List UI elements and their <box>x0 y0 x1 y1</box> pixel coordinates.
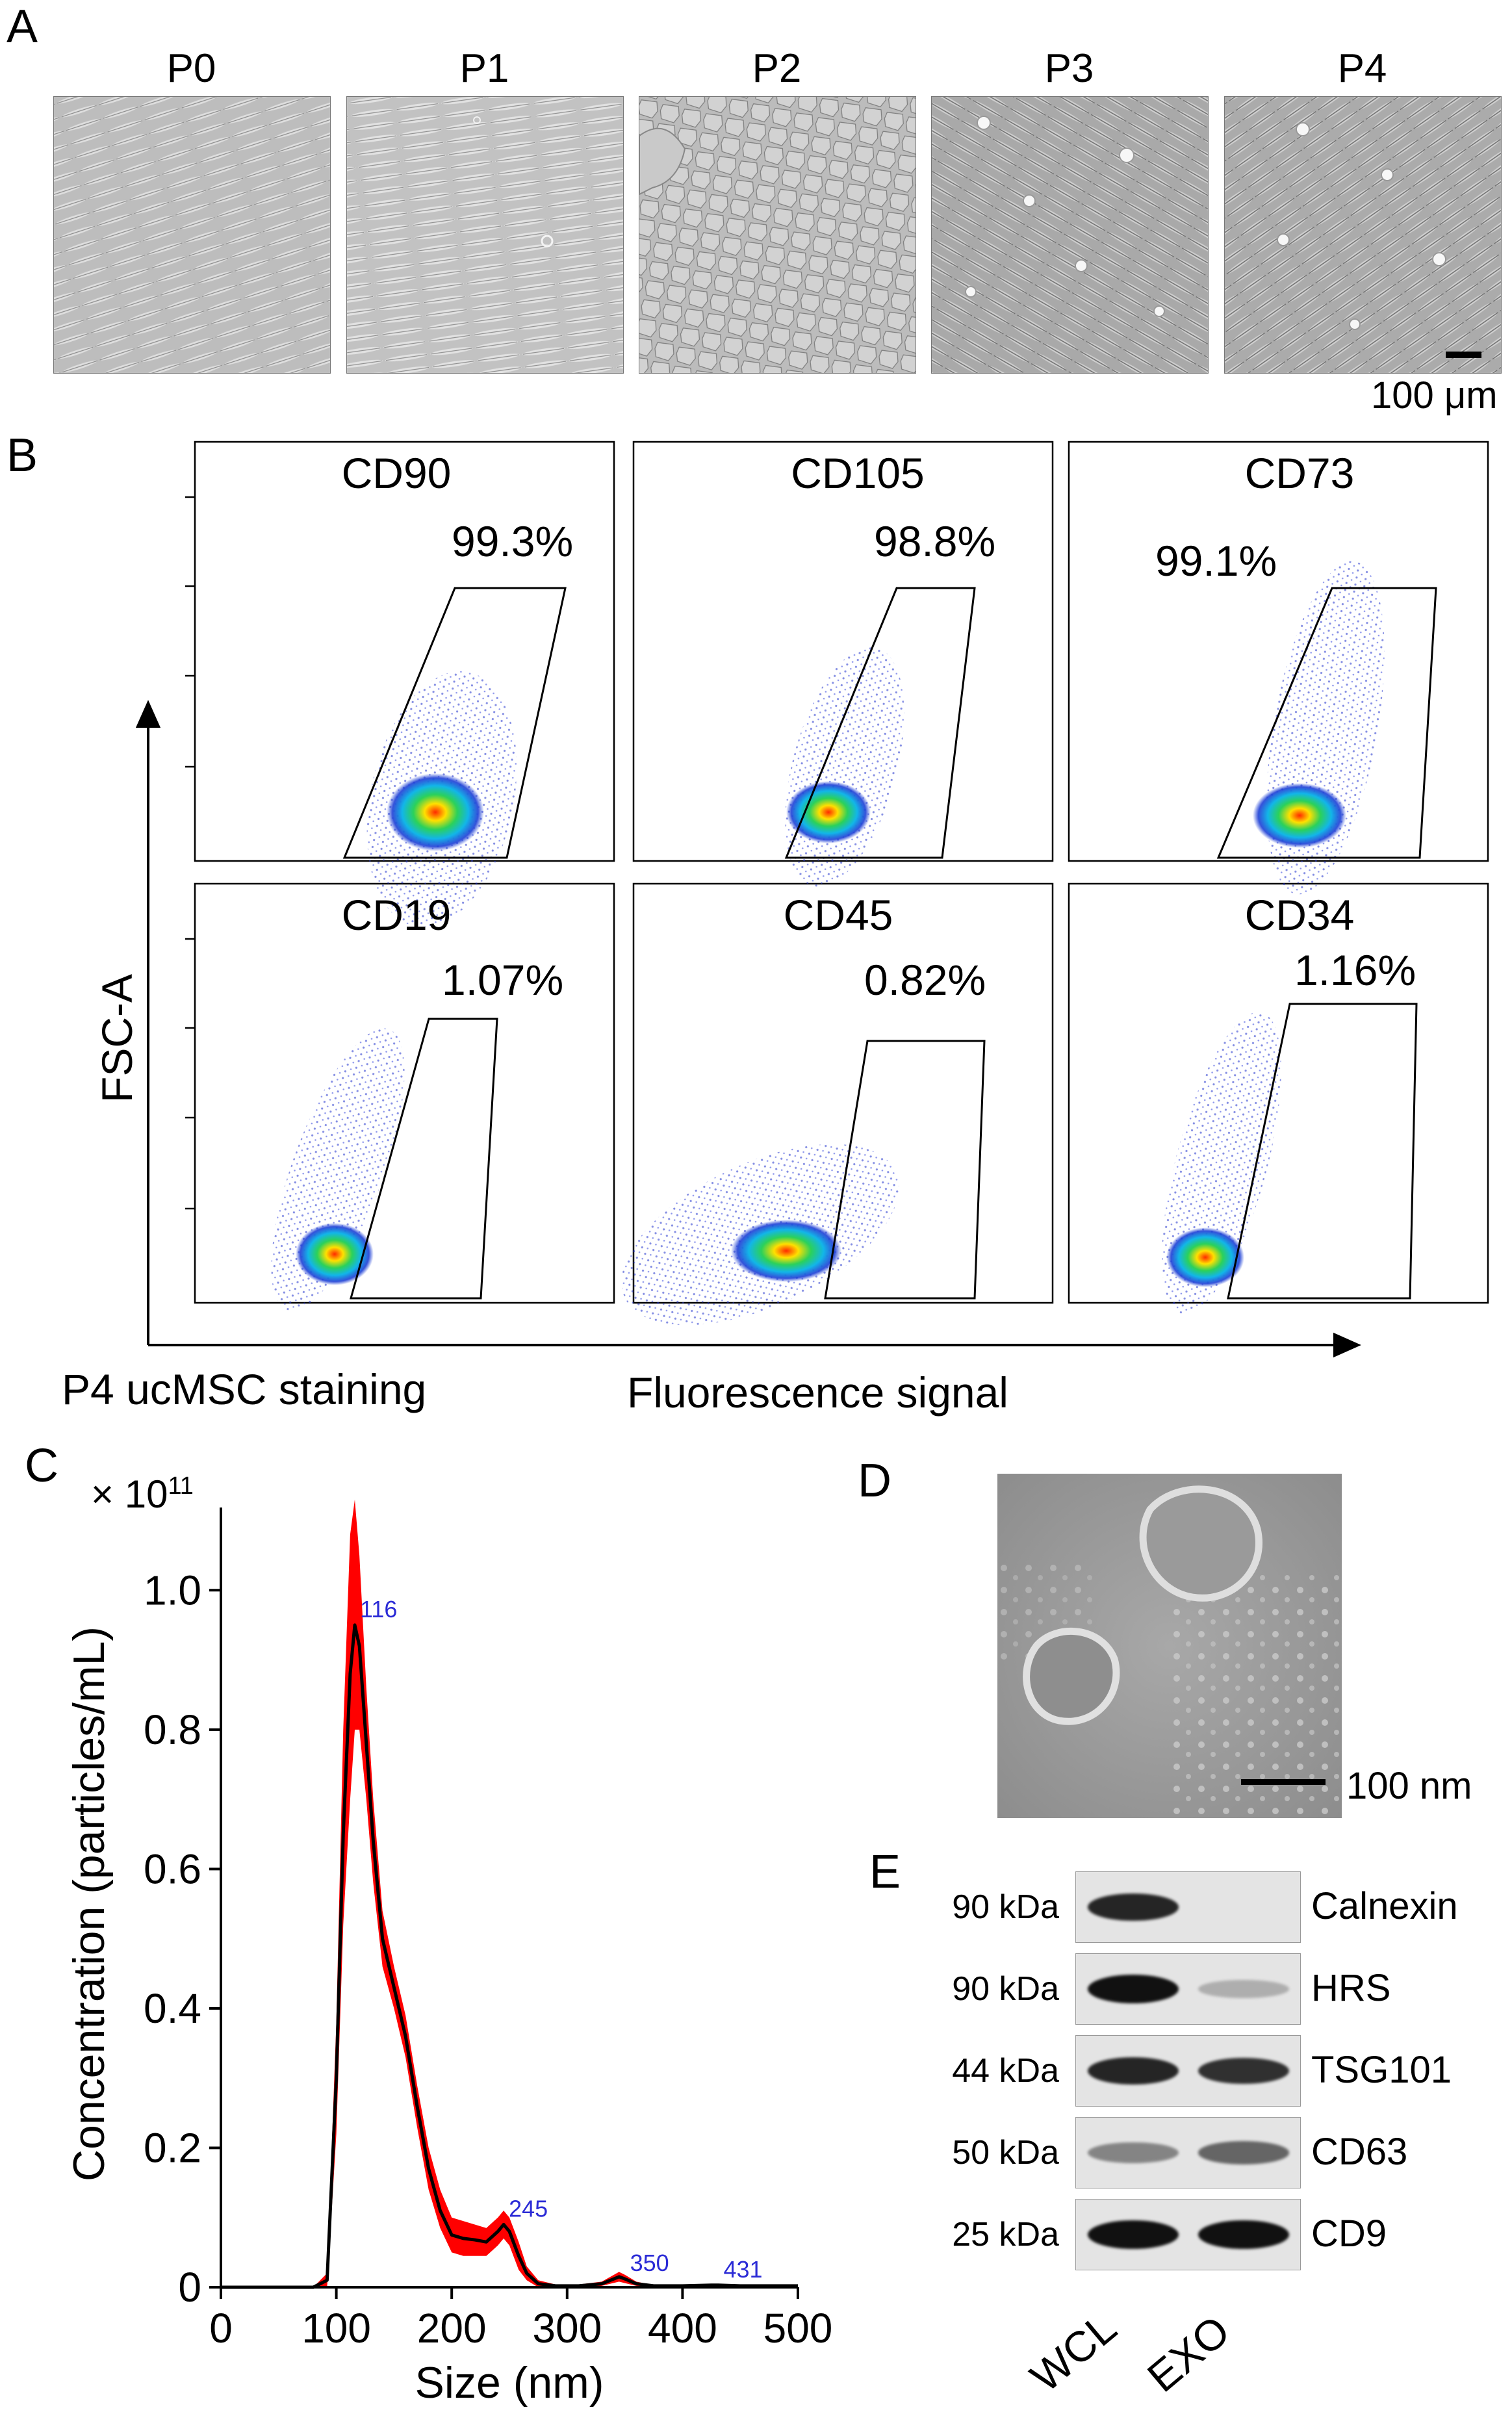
blot-band-box <box>1075 2199 1301 2270</box>
scale-bar-label-a: 100 μm <box>1371 374 1498 417</box>
x-tick-label-0: 0 <box>209 2305 233 2352</box>
mw-label: 44 kDa <box>952 2052 1059 2090</box>
peak-label-1: 245 <box>509 2195 548 2222</box>
flow-percent-cd19: 1.07% <box>442 956 564 1004</box>
protein-label: CD9 <box>1311 2213 1387 2255</box>
protein-label: Calnexin <box>1311 1885 1458 1927</box>
flow-percent-cd73: 99.1% <box>1155 537 1277 585</box>
y-tick-label-5: 1.0 <box>144 1567 201 1613</box>
band-exo <box>1198 2057 1289 2085</box>
density-cloud-cd19 <box>271 1028 405 1311</box>
y-tick-label-1: 0.2 <box>144 2124 201 2171</box>
y-tick-label-2: 0.4 <box>144 1985 201 2032</box>
micrograph-title-p1: P1 <box>459 46 509 91</box>
panel-c-letter: C <box>25 1440 58 1492</box>
micrograph-p0 <box>53 96 331 374</box>
flow-cytometry-grid <box>135 441 1489 1358</box>
density-cloud-cd34 <box>1162 1012 1281 1315</box>
band-wcl <box>1088 2057 1179 2085</box>
micrograph-p2 <box>639 96 916 374</box>
mean-line <box>221 1623 798 2289</box>
mw-label: 90 kDa <box>952 1888 1059 1926</box>
flow-marker-cd73: CD73 <box>1244 449 1355 497</box>
flow-y-axis-label: FSC-A <box>93 974 141 1103</box>
tem-image <box>997 1474 1342 1818</box>
micrograph-title-p2: P2 <box>752 46 802 91</box>
chart-multiplier: × 1011 <box>91 1472 194 1517</box>
flow-percent-cd34: 1.16% <box>1294 946 1416 994</box>
error-band <box>221 1499 798 2287</box>
density-cloud-cd105 <box>785 647 904 887</box>
peak-label-2: 350 <box>630 2250 669 2276</box>
micrograph-p3 <box>931 96 1209 374</box>
lane-label-wcl: WCL <box>1021 2303 1125 2402</box>
blot-band-box <box>1075 2117 1301 2188</box>
protein-label: TSG101 <box>1311 2049 1452 2091</box>
flow-x-axis-label: Fluorescence signal <box>627 1368 1008 1417</box>
peak-label-0: 116 <box>360 1596 397 1623</box>
panel-b-letter: B <box>6 430 38 481</box>
scale-bar-label-d: 100 nm <box>1346 1765 1472 1807</box>
density-cloud-cd73 <box>1253 561 1385 895</box>
band-wcl <box>1088 2220 1179 2249</box>
blot-band-box <box>1075 1953 1301 2025</box>
x-axis-label: Size (nm) <box>415 2358 604 2407</box>
band-wcl <box>1088 1893 1179 1921</box>
x-tick-label-2: 200 <box>417 2305 487 2352</box>
y-tick-label-3: 0.6 <box>144 1845 201 1892</box>
y-tick-label-4: 0.8 <box>144 1706 201 1753</box>
mw-label: 50 kDa <box>952 2134 1059 2172</box>
x-tick-label-3: 300 <box>532 2305 602 2352</box>
protein-label: CD63 <box>1311 2131 1408 2173</box>
micrograph-p4 <box>1224 96 1502 374</box>
micrograph-title-p3: P3 <box>1044 46 1094 91</box>
mw-label: 90 kDa <box>952 1970 1059 2008</box>
blot-band-box <box>1075 2035 1301 2107</box>
protein-label: HRS <box>1311 1967 1391 2009</box>
lane-label-exo: EXO <box>1138 2305 1239 2402</box>
flow-marker-cd105: CD105 <box>791 449 925 497</box>
y-tick-label-0: 0 <box>178 2264 201 2311</box>
gate-polygons <box>342 587 1437 1300</box>
micrograph-title-p4: P4 <box>1337 46 1387 91</box>
band-exo <box>1198 2141 1289 2164</box>
chart-multiplier-base: × 10 <box>91 1472 168 1516</box>
nta-chart: 0 0.2 0.4 0.6 0.8 1.0 0 100 200 300 400 500 Size (nm… <box>64 1499 833 2407</box>
flow-percent-cd90: 99.3% <box>452 517 574 565</box>
flow-percent-cd45: 0.82% <box>864 956 986 1004</box>
flow-marker-cd19: CD19 <box>341 891 452 939</box>
y-axis-label: Concentration (particles/mL) <box>64 1626 114 2181</box>
x-tick-label-4: 400 <box>648 2305 717 2352</box>
peak-label-3: 431 <box>723 2256 762 2283</box>
micrograph-p1 <box>346 96 624 374</box>
scale-bar-line-a <box>1446 352 1481 358</box>
panel-e-letter: E <box>869 1846 901 1898</box>
panel-a-letter: A <box>6 1 38 53</box>
flow-marker-cd45: CD45 <box>783 891 893 939</box>
density-cloud-cd90 <box>366 671 517 927</box>
density-cloud-cd45 <box>621 1144 899 1326</box>
flow-marker-cd34: CD34 <box>1244 891 1355 939</box>
mw-label: 25 kDa <box>952 2216 1059 2253</box>
x-tick-label-1: 100 <box>301 2305 371 2352</box>
micrograph-title-p0: P0 <box>166 46 216 91</box>
blot-band-box <box>1075 1871 1301 1943</box>
x-tick-label-5: 500 <box>763 2305 833 2352</box>
flow-marker-cd90: CD90 <box>341 449 452 497</box>
band-exo <box>1198 2220 1289 2249</box>
flow-percent-cd105: 98.8% <box>874 517 996 565</box>
panel-d-letter: D <box>858 1455 891 1507</box>
flow-caption: P4 ucMSC staining <box>62 1365 427 1413</box>
axis-arrows <box>135 700 1361 1358</box>
chart-multiplier-power: 11 <box>168 1472 194 1500</box>
band-exo <box>1198 1980 1289 1998</box>
band-wcl <box>1088 1975 1179 2003</box>
band-wcl <box>1088 2142 1179 2163</box>
